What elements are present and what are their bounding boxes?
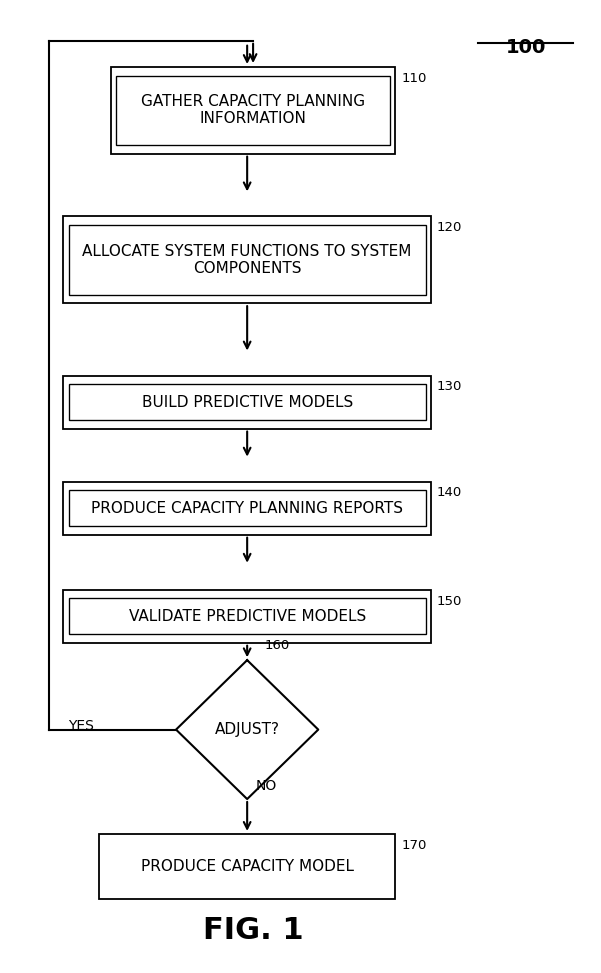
FancyBboxPatch shape: [69, 225, 426, 295]
FancyBboxPatch shape: [64, 590, 431, 643]
Text: 170: 170: [401, 839, 427, 851]
Text: 120: 120: [437, 221, 462, 234]
Text: 110: 110: [401, 72, 427, 85]
Text: 160: 160: [265, 639, 290, 653]
FancyBboxPatch shape: [64, 216, 431, 304]
FancyBboxPatch shape: [116, 76, 390, 145]
FancyBboxPatch shape: [69, 598, 426, 634]
Text: 150: 150: [437, 595, 462, 607]
Text: 130: 130: [437, 380, 462, 393]
Text: ALLOCATE SYSTEM FUNCTIONS TO SYSTEM
COMPONENTS: ALLOCATE SYSTEM FUNCTIONS TO SYSTEM COMP…: [82, 243, 412, 276]
FancyBboxPatch shape: [64, 482, 431, 535]
FancyBboxPatch shape: [69, 384, 426, 420]
FancyBboxPatch shape: [64, 376, 431, 429]
Text: VALIDATE PREDICTIVE MODELS: VALIDATE PREDICTIVE MODELS: [129, 609, 366, 624]
FancyBboxPatch shape: [111, 67, 395, 154]
Text: GATHER CAPACITY PLANNING
INFORMATION: GATHER CAPACITY PLANNING INFORMATION: [141, 94, 365, 126]
Text: 140: 140: [437, 486, 462, 499]
Text: 100: 100: [505, 38, 546, 57]
Text: BUILD PREDICTIVE MODELS: BUILD PREDICTIVE MODELS: [141, 395, 353, 410]
Text: NO: NO: [256, 778, 277, 793]
Text: PRODUCE CAPACITY PLANNING REPORTS: PRODUCE CAPACITY PLANNING REPORTS: [91, 501, 403, 516]
Text: YES: YES: [69, 719, 94, 733]
FancyBboxPatch shape: [99, 834, 395, 899]
Text: PRODUCE CAPACITY MODEL: PRODUCE CAPACITY MODEL: [141, 859, 353, 874]
Polygon shape: [176, 660, 319, 799]
FancyBboxPatch shape: [69, 490, 426, 526]
Text: FIG. 1: FIG. 1: [203, 916, 304, 945]
Text: ADJUST?: ADJUST?: [215, 722, 279, 738]
